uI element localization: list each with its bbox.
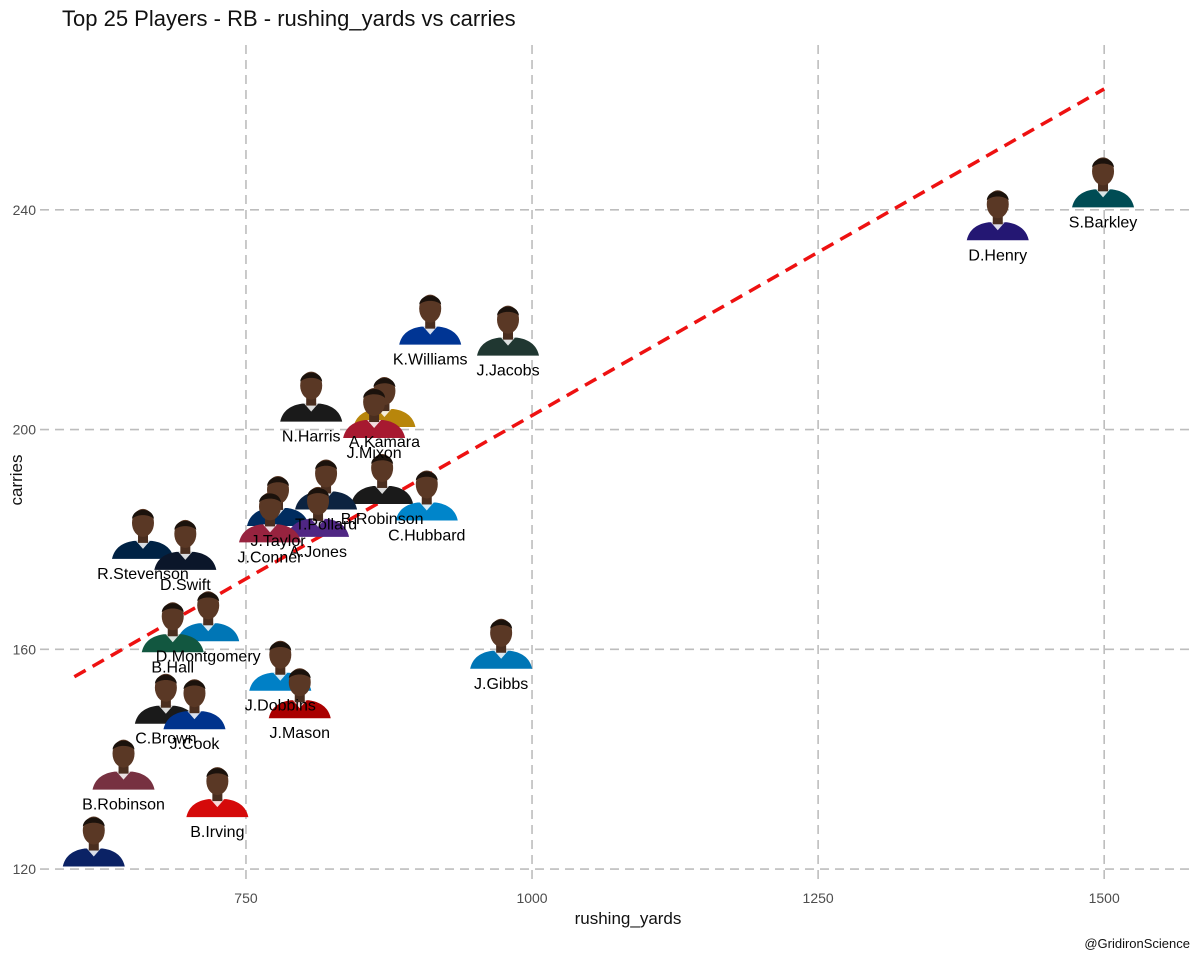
player-label: T.Pollard	[295, 516, 357, 533]
player-labels: S.Barkley D.Henry K.Williams J.Jacobs N.Harr…	[82, 214, 1137, 841]
x-tick-labels: 750 1000 1250 1500	[234, 890, 1120, 906]
chart-title: Top 25 Players - RB - rushing_yards vs c…	[62, 6, 516, 31]
player-headshot	[351, 453, 414, 504]
player-label: J.Mason	[270, 725, 330, 742]
player-headshot	[186, 767, 249, 818]
x-tick-label: 1250	[803, 890, 834, 906]
player-label: K.Williams	[393, 352, 468, 369]
player-label: D.Henry	[968, 247, 1027, 264]
player-label: A.Jones	[289, 544, 347, 561]
player-label: D.Swift	[160, 577, 211, 594]
player-headshot	[62, 816, 125, 867]
y-axis-title: carries	[7, 454, 26, 505]
player-headshot	[177, 591, 240, 642]
player-headshot	[343, 388, 406, 439]
player-headshot	[477, 305, 540, 356]
player-points	[62, 157, 1135, 867]
player-label: C.Hubbard	[388, 527, 465, 544]
player-label: J.Gibbs	[474, 676, 528, 693]
player-label: C.Brown	[135, 731, 196, 748]
player-label: D.Montgomery	[156, 648, 261, 665]
player-headshot	[399, 294, 462, 345]
player-headshot	[111, 508, 174, 559]
y-tick-label: 120	[13, 861, 37, 877]
player-label: S.Barkley	[1069, 214, 1137, 231]
player-headshot	[395, 470, 458, 521]
player-label: A.Kamara	[349, 434, 420, 451]
player-label: J.Mixon	[347, 445, 402, 462]
player-label: B.Irving	[190, 824, 244, 841]
player-label: N.Harris	[282, 429, 341, 446]
player-label: R.Stevenson	[97, 566, 189, 583]
player-headshot	[92, 739, 155, 790]
player-label: B.Robinson	[82, 797, 165, 814]
credit-text: @GridironScience	[1084, 936, 1190, 951]
player-label: J.Taylor	[250, 533, 306, 550]
player-headshot	[141, 602, 204, 653]
player-label: B.Hall	[151, 659, 194, 676]
player-headshot	[280, 371, 343, 422]
player-headshot	[163, 679, 226, 730]
y-tick-labels: 120 160 200 240	[13, 202, 37, 877]
x-tick-label: 750	[234, 890, 258, 906]
player-headshot	[287, 486, 350, 537]
player-headshot	[470, 618, 533, 669]
y-tick-label: 200	[13, 422, 37, 438]
player-label: J.Cook	[170, 736, 221, 753]
y-tick-label: 240	[13, 202, 37, 218]
player-headshot	[1072, 157, 1135, 208]
x-tick-label: 1500	[1089, 890, 1120, 906]
player-headshot	[239, 492, 301, 543]
player-label: J.Conner	[238, 549, 304, 566]
player-headshot	[154, 519, 217, 570]
player-label: B.Robinson	[341, 511, 424, 528]
player-label: J.Jacobs	[476, 363, 539, 380]
player-headshot	[966, 190, 1029, 241]
x-tick-label: 1000	[516, 890, 547, 906]
trend-line	[73, 87, 1106, 679]
x-axis-title: rushing_yards	[575, 909, 682, 928]
player-label: J.Dobbins	[245, 698, 316, 715]
player-headshot	[268, 668, 331, 719]
y-tick-label: 160	[13, 641, 37, 657]
grid-lines	[40, 45, 1190, 880]
